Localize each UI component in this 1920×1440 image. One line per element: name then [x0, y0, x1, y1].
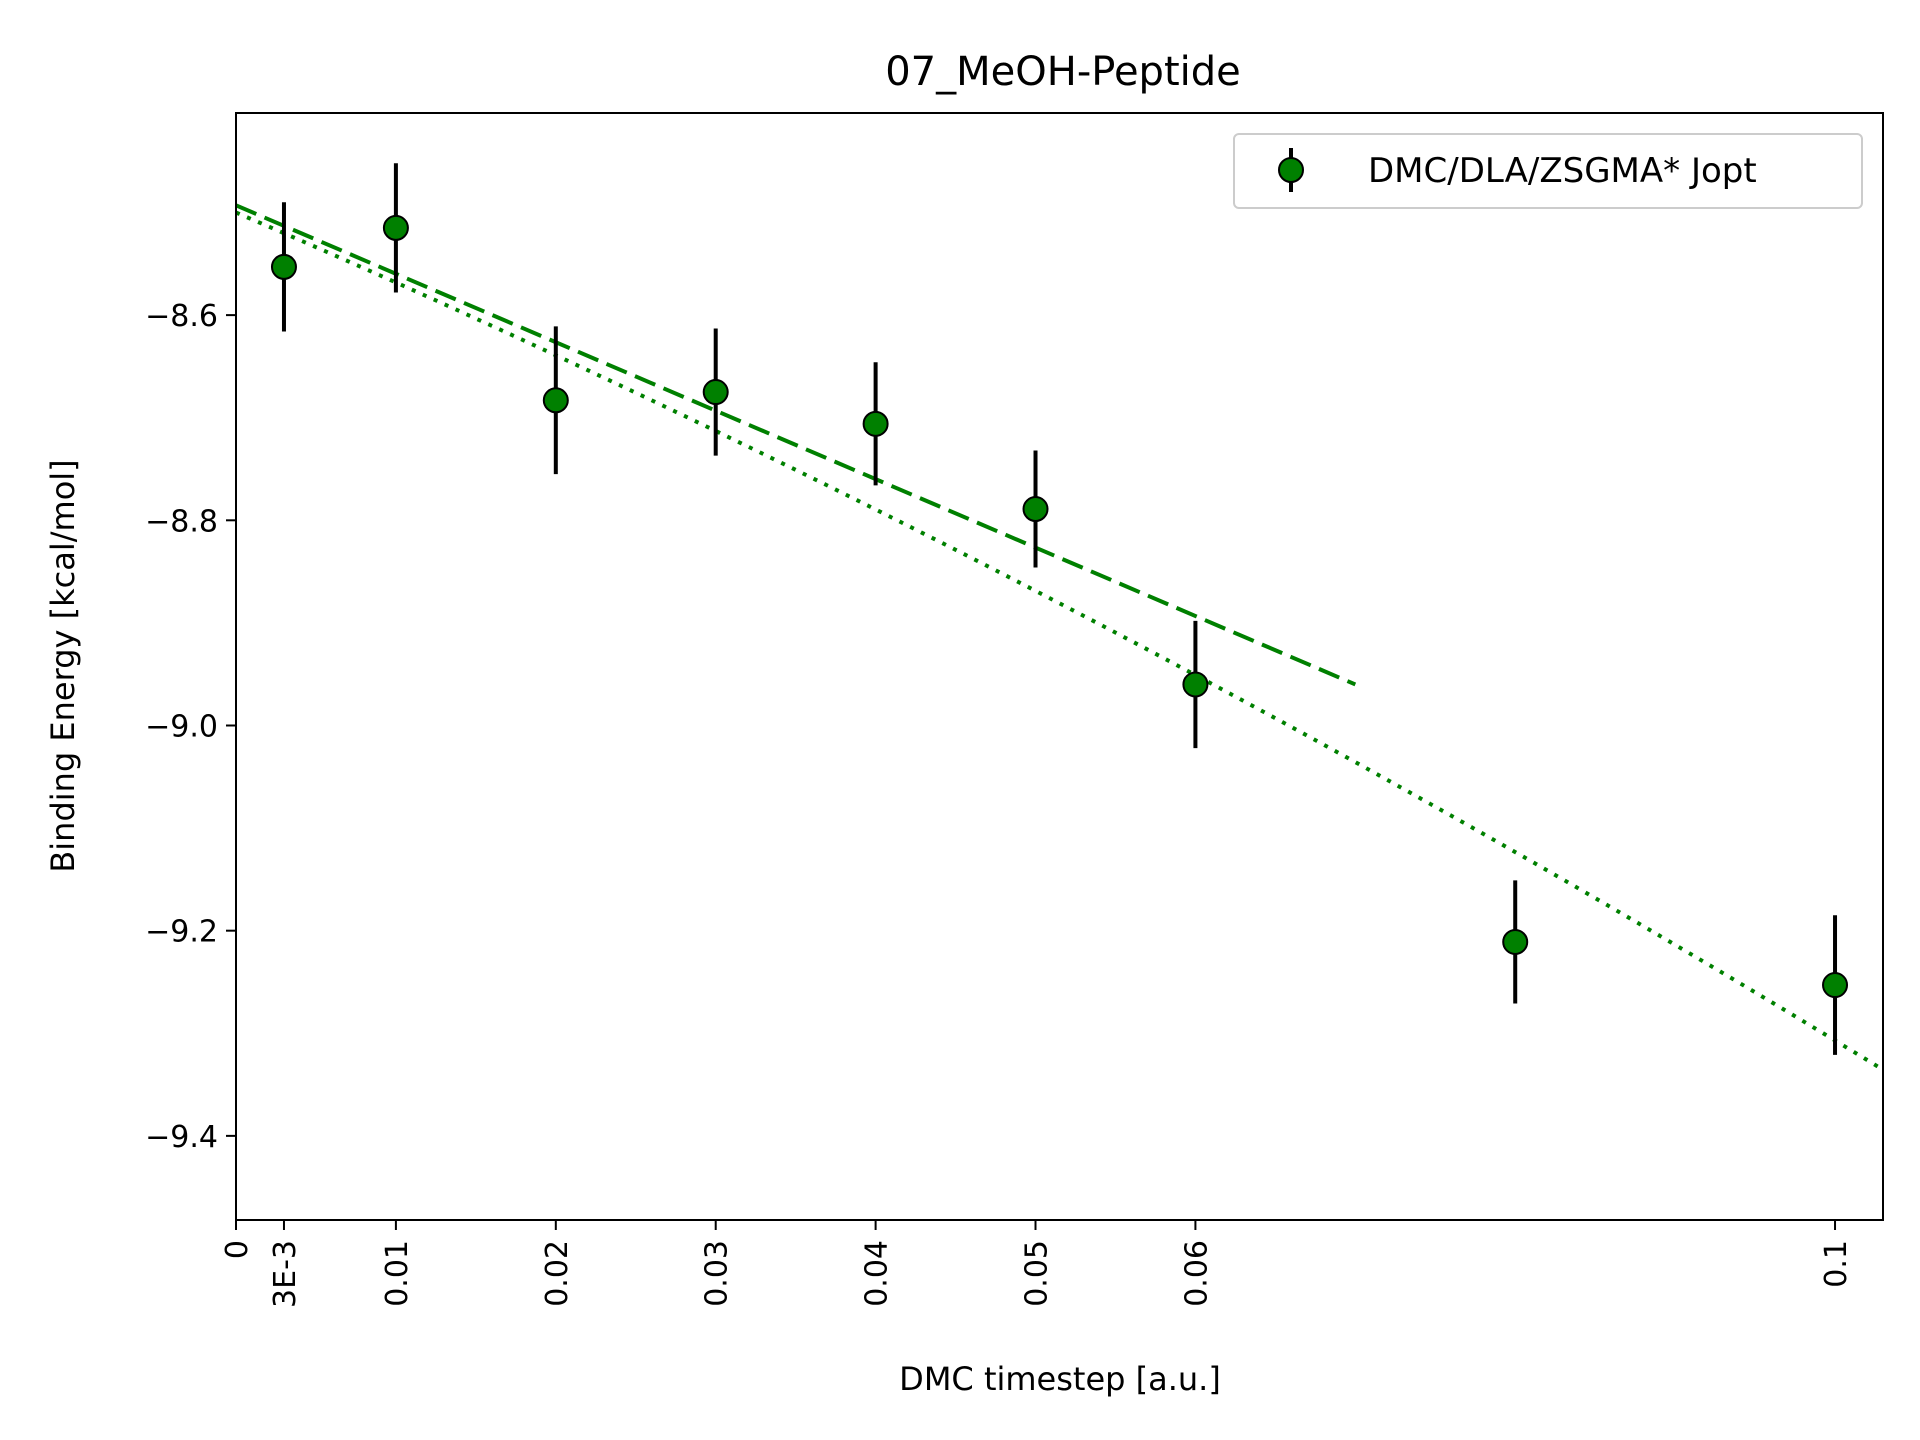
- legend: DMC/DLA/ZSGMA* Jopt: [1233, 133, 1863, 209]
- data-point: [702, 379, 729, 406]
- y-tick-label: −8.8: [145, 504, 218, 539]
- data-point: [1502, 928, 1529, 955]
- y-tick-label: −9.4: [145, 1120, 218, 1155]
- y-tick-label: −8.6: [145, 299, 218, 334]
- y-axis-label: Binding Energy [kcal/mol]: [44, 459, 82, 872]
- data-point: [1022, 496, 1049, 523]
- legend-box: [1233, 133, 1863, 209]
- x-tick-label: 3E-3: [268, 1240, 303, 1308]
- y-axis: −8.6 −8.8 −9.0 −9.2 −9.4: [145, 299, 236, 1155]
- data-point: [270, 253, 297, 280]
- x-tick-label: 0.05: [1020, 1240, 1055, 1307]
- fit-line-linear-dashed: [236, 203, 1357, 687]
- data-point: [382, 214, 409, 241]
- chart-title: 07_MeOH-Peptide: [885, 49, 1241, 95]
- x-axis-label: DMC timestep [a.u.]: [899, 1360, 1221, 1398]
- plot-area: [236, 163, 1883, 1072]
- x-tick-label: 0.04: [860, 1240, 895, 1307]
- y-tick-label: −9.2: [145, 915, 218, 950]
- data-point: [1822, 972, 1849, 999]
- data-point: [542, 387, 569, 414]
- x-tick-label: 0: [220, 1240, 255, 1259]
- x-tick-label: 0.06: [1179, 1240, 1214, 1307]
- x-axis: 0 3E-3 0.01 0.02 0.03 0.04 0.05 0.06 0.1: [220, 1220, 1854, 1308]
- axes-frame: [235, 112, 1884, 1221]
- data-point: [862, 410, 889, 437]
- fit-line-quadratic-dotted: [236, 210, 1883, 1072]
- y-tick-label: −9.0: [145, 709, 218, 744]
- x-tick-label: 0.02: [540, 1240, 575, 1307]
- x-tick-label: 0.03: [700, 1240, 735, 1307]
- data-point: [1182, 671, 1209, 698]
- legend-point-marker: [1278, 157, 1304, 183]
- legend-label: DMC/DLA/ZSGMA* Jopt: [1368, 151, 1757, 191]
- x-tick-label: 0.01: [380, 1240, 415, 1307]
- x-tick-label: 0.1: [1819, 1240, 1854, 1288]
